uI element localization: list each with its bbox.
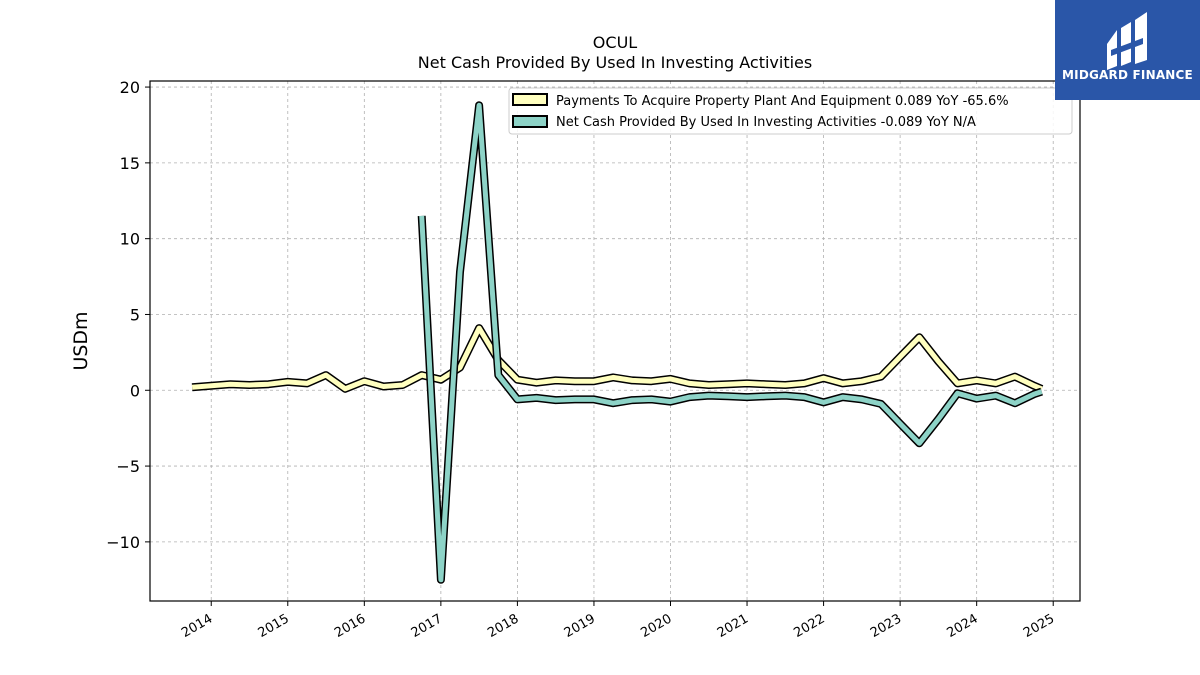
x-tick-label: 2025 bbox=[1021, 611, 1057, 641]
y-tick-label: 15 bbox=[120, 154, 140, 173]
series-line bbox=[419, 102, 1043, 583]
x-tick-label: 2020 bbox=[638, 611, 674, 641]
midgard-logo-icon bbox=[1107, 12, 1147, 70]
x-tick-label: 2019 bbox=[562, 611, 598, 641]
grid bbox=[150, 81, 1080, 601]
y-axis-label: USDm bbox=[70, 311, 92, 370]
legend-label: Payments To Acquire Property Plant And E… bbox=[556, 94, 1009, 109]
x-tick-label: 2018 bbox=[485, 611, 521, 641]
legend: Payments To Acquire Property Plant And E… bbox=[508, 87, 1073, 135]
y-tick-label: −10 bbox=[106, 533, 140, 552]
chart-subtitle: Net Cash Provided By Used In Investing A… bbox=[418, 53, 812, 72]
legend-swatch bbox=[512, 93, 548, 106]
x-tick-label: 2022 bbox=[791, 611, 827, 641]
y-tick-label: 5 bbox=[130, 305, 140, 324]
chart-title: OCUL bbox=[593, 33, 637, 52]
x-tick-label: 2021 bbox=[715, 611, 751, 641]
x-tick-label: 2017 bbox=[409, 611, 445, 641]
x-tick-label: 2015 bbox=[256, 611, 292, 641]
x-tick-label: 2023 bbox=[868, 611, 904, 641]
y-tick-label: −5 bbox=[116, 457, 140, 476]
x-tick-label: 2016 bbox=[332, 611, 368, 641]
x-tick-label: 2014 bbox=[179, 611, 215, 641]
y-tick-label: 20 bbox=[120, 78, 140, 97]
x-tick-label: 2024 bbox=[945, 611, 981, 641]
legend-swatch bbox=[512, 115, 548, 128]
series-lines bbox=[191, 101, 1044, 584]
brand-name: MIDGARD FINANCE bbox=[1062, 68, 1193, 82]
y-tick-label: 0 bbox=[130, 381, 140, 400]
plot-frame bbox=[149, 80, 1081, 602]
y-tick-label: 10 bbox=[120, 230, 140, 249]
series-line bbox=[191, 325, 1043, 392]
legend-label: Net Cash Provided By Used In Investing A… bbox=[556, 115, 976, 130]
series-line-outline bbox=[417, 101, 1043, 584]
legend-frame bbox=[508, 87, 1073, 135]
brand-logo: MIDGARD FINANCE bbox=[1055, 0, 1200, 100]
